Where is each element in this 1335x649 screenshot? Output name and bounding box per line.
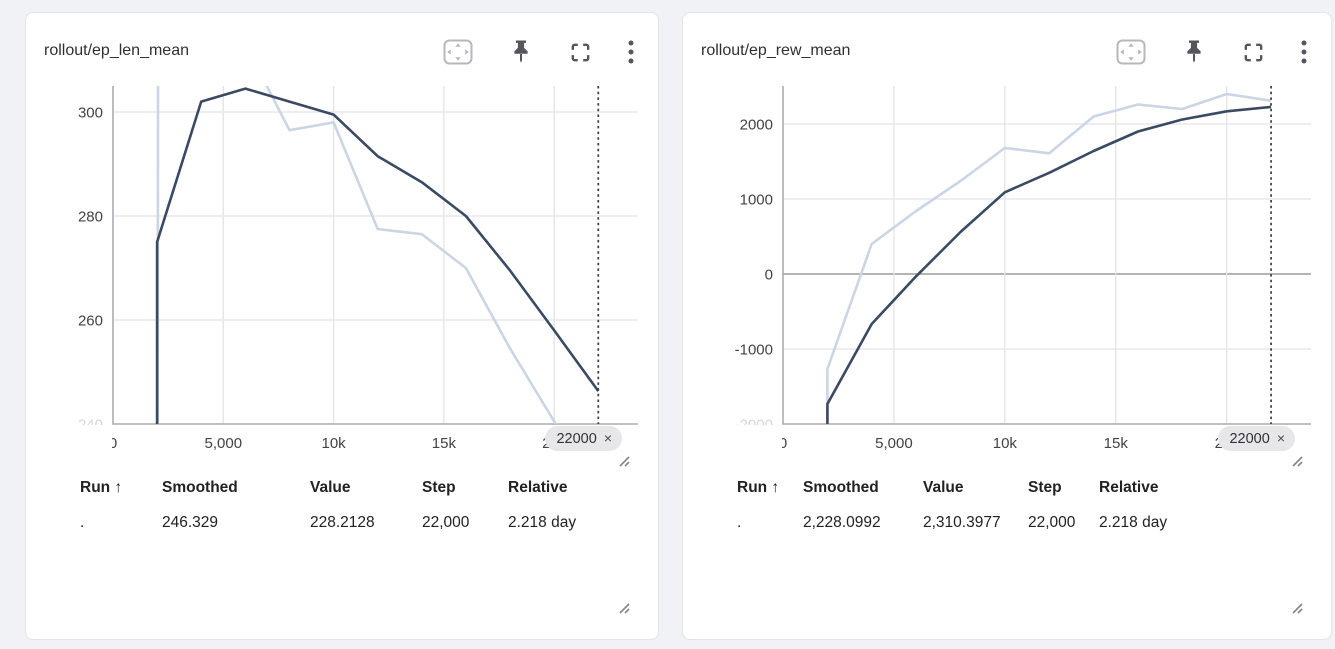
svg-text:15k: 15k — [432, 435, 457, 452]
legend-header-smoothed[interactable]: Smoothed — [162, 479, 238, 496]
svg-text:0: 0 — [779, 435, 787, 452]
legend-header-smoothed[interactable]: Smoothed — [803, 479, 879, 496]
svg-text:1000: 1000 — [740, 192, 773, 209]
fullscreen-icon[interactable] — [1242, 41, 1265, 64]
relative-value: 2.218 day — [1099, 514, 1168, 531]
fullscreen-icon[interactable] — [569, 41, 592, 64]
legend-header-run[interactable]: Run ↑ — [80, 479, 123, 496]
legend-header-relative[interactable]: Relative — [1099, 479, 1159, 496]
svg-text:5,000: 5,000 — [875, 435, 913, 452]
raw-value: 228.2128 — [310, 514, 375, 531]
badge-step-value: 22000 — [556, 430, 597, 447]
legend-table: Run ↑ Smoothed Value Step Relative . 246… — [44, 477, 642, 535]
legend-header-step[interactable]: Step — [422, 479, 456, 496]
panel-resize-handle[interactable] — [617, 601, 631, 615]
panel-resize-handle[interactable] — [1290, 601, 1304, 615]
svg-text:10k: 10k — [321, 435, 346, 452]
crosshair-step-badge: 22000 × — [545, 426, 622, 451]
legend-header-relative[interactable]: Relative — [508, 479, 568, 496]
pin-icon[interactable] — [1182, 39, 1206, 65]
pan-zoom-icon[interactable] — [1116, 39, 1146, 65]
legend-row: . 2,228.0992 2,310.3977 22,000 2.218 day — [701, 511, 1315, 535]
legend-header-value[interactable]: Value — [310, 479, 351, 496]
svg-text:10k: 10k — [993, 435, 1018, 452]
chart-resize-handle[interactable] — [617, 454, 631, 468]
legend-table: Run ↑ Smoothed Value Step Relative . 2,2… — [701, 477, 1315, 535]
legend-header-step[interactable]: Step — [1028, 479, 1062, 496]
run-name[interactable]: . — [80, 514, 85, 531]
badge-close-icon[interactable]: × — [1276, 430, 1285, 446]
chart-panel-ep-len-mean: rollout/ep_len_mean — [25, 12, 659, 640]
legend-row: . 246.329 228.2128 22,000 2.218 day — [44, 511, 642, 535]
smoothed-value: 246.329 — [162, 514, 219, 531]
legend-header-row: Run ↑ Smoothed Value Step Relative — [701, 477, 1315, 499]
panel-toolbar — [1116, 39, 1307, 65]
legend-header-value[interactable]: Value — [923, 479, 964, 496]
svg-text:240: 240 — [78, 417, 103, 434]
chart-resize-handle[interactable] — [1290, 454, 1304, 468]
pin-icon[interactable] — [509, 39, 533, 65]
chart-panel-ep-rew-mean: rollout/ep_rew_mean — [682, 12, 1332, 640]
run-name[interactable]: . — [737, 514, 742, 531]
svg-text:15k: 15k — [1104, 435, 1129, 452]
kebab-menu-icon[interactable] — [1301, 40, 1307, 64]
legend-header-run[interactable]: Run ↑ — [737, 479, 780, 496]
svg-text:0: 0 — [765, 267, 773, 284]
crosshair-step-badge: 22000 × — [1218, 426, 1295, 451]
svg-text:300: 300 — [78, 105, 103, 122]
svg-text:0: 0 — [109, 435, 117, 452]
badge-step-value: 22000 — [1229, 430, 1270, 447]
panel-title: rollout/ep_len_mean — [44, 42, 189, 59]
svg-text:-2000: -2000 — [735, 417, 773, 434]
relative-value: 2.218 day — [508, 514, 577, 531]
raw-value: 2,310.3977 — [923, 514, 1001, 531]
badge-close-icon[interactable]: × — [603, 430, 612, 446]
svg-text:260: 260 — [78, 313, 103, 330]
svg-text:5,000: 5,000 — [205, 435, 243, 452]
legend-header-row: Run ↑ Smoothed Value Step Relative — [44, 477, 642, 499]
smoothed-value: 2,228.0992 — [803, 514, 881, 531]
svg-text:2000: 2000 — [740, 117, 773, 134]
panel-toolbar — [443, 39, 634, 65]
step-value: 22,000 — [1028, 514, 1076, 531]
step-value: 22,000 — [422, 514, 470, 531]
svg-text:280: 280 — [78, 209, 103, 226]
pan-zoom-icon[interactable] — [443, 39, 473, 65]
kebab-menu-icon[interactable] — [628, 40, 634, 64]
panel-title: rollout/ep_rew_mean — [701, 42, 851, 59]
svg-text:-1000: -1000 — [735, 342, 773, 359]
